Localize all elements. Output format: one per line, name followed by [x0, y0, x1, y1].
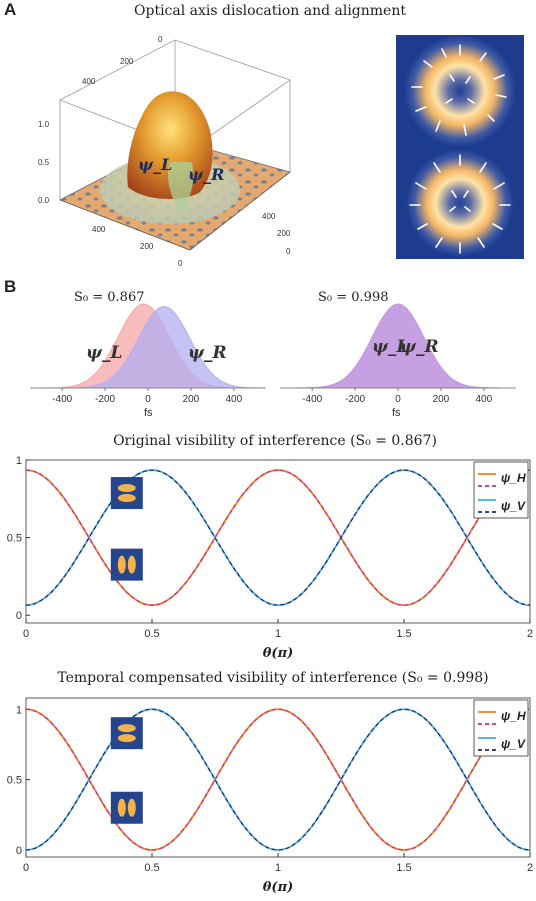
- mode-inset-icon: [110, 717, 143, 750]
- surface-label-right: ψ_R: [188, 165, 224, 184]
- x-tick-label: 0.5: [144, 628, 159, 640]
- front-tick: 200: [140, 242, 154, 251]
- pulse-left-label-R: ψ_R: [188, 343, 227, 363]
- x-tick-label: 1.5: [396, 628, 411, 640]
- legend-box: [473, 461, 529, 519]
- pulse-right-label-L: ψ_L: [372, 337, 408, 357]
- panel-a-3d-plot: 1.0 0.5 0.0 0 200 400 400 200 0 400 200 …: [38, 35, 291, 268]
- pulse-tick-label: 400: [475, 394, 492, 405]
- series-line-0: [25, 708, 531, 851]
- legend-label-v: ψ_V: [501, 737, 526, 751]
- pulse-tick-label: 0: [145, 394, 151, 405]
- y-tick-label: 0: [16, 610, 22, 622]
- pulse-tick-label: -400: [302, 394, 322, 405]
- back-tick: 400: [82, 77, 96, 86]
- mode-inset-icon: [110, 791, 143, 824]
- pulse-tick-label: -400: [52, 394, 72, 405]
- mode-inset-icon: [110, 477, 143, 510]
- legend-box: [473, 699, 529, 757]
- series-line-2: [25, 708, 531, 851]
- pulse-right-xunit: fs: [392, 407, 401, 419]
- y-tick-label: 0: [16, 845, 22, 857]
- plot-frame: [25, 459, 531, 624]
- right-tick: 0: [286, 247, 291, 256]
- y-tick-label: 1: [16, 455, 22, 467]
- pulse-tick-label: 400: [225, 394, 242, 405]
- x-tick-label: 1: [275, 628, 281, 640]
- front-tick: 400: [92, 225, 106, 234]
- panel-b-letter: B: [4, 277, 17, 296]
- right-tick: 400: [262, 212, 276, 221]
- pulse-left-xunit: fs: [144, 407, 153, 419]
- inset-dislocation: dislocation: [396, 35, 524, 147]
- legend-label-h: ψ_H: [501, 709, 526, 723]
- back-tick: 200: [120, 57, 134, 66]
- inset-alignment: alignment: [396, 147, 524, 259]
- pulse-chart-right: -400 -200 0 200 400 ψ_L ψ_R fs: [280, 303, 516, 419]
- x-axis-label: θ(π): [263, 646, 294, 661]
- x-axis-label: θ(π): [263, 880, 294, 895]
- y-tick-label: 0.5: [7, 533, 22, 545]
- z-tick: 0.0: [38, 196, 50, 205]
- x-tick-label: 2: [527, 628, 533, 640]
- chart4-title: Temporal compensated visibility of inter…: [57, 670, 489, 686]
- pulse-tick-label: 200: [433, 394, 450, 405]
- left-s0-label: S₀ = 0.867: [74, 290, 145, 305]
- x-tick-label: 0: [23, 862, 29, 874]
- y-tick-label: 1: [16, 704, 22, 716]
- pulse-right-label-R: ψ_R: [400, 337, 439, 357]
- plot-frame: [25, 697, 531, 858]
- front-tick: 0: [178, 259, 183, 268]
- pulse-tick-label: 0: [395, 394, 401, 405]
- surface-label-left: ψ_L: [138, 155, 172, 174]
- series-line-3: [25, 469, 531, 606]
- top-tick: 0: [158, 35, 163, 44]
- z-tick: 1.0: [38, 120, 50, 129]
- series-line-1: [25, 469, 531, 606]
- right-s0-label: S₀ = 0.998: [318, 290, 389, 305]
- pulse-area-1: [280, 303, 516, 389]
- visibility-chart-original: 0 0.5 1 1.5 2 0 0.5 1 ψ_H ψ_V θ(π): [7, 455, 533, 661]
- inset-stack: dislocation alignment: [396, 35, 524, 259]
- y-tick-label: 0.5: [7, 775, 22, 787]
- chart3-title: Original visibility of interference (S₀ …: [113, 433, 437, 449]
- x-tick-label: 2: [527, 862, 533, 874]
- legend-label-v: ψ_V: [501, 499, 526, 513]
- mode-inset-icon: [110, 548, 143, 581]
- panel-a-title: Optical axis dislocation and alignment: [134, 3, 406, 19]
- x-tick-label: 0.5: [144, 862, 159, 874]
- x-tick-label: 1: [275, 862, 281, 874]
- pulse-left-label-L: ψ_L: [86, 343, 122, 363]
- z-tick: 0.5: [38, 158, 50, 167]
- panel-a-letter: A: [4, 0, 17, 19]
- legend-label-h: ψ_H: [501, 471, 526, 485]
- z-ticks: 1.0 0.5 0.0 0 200 400 400 200 0 400 200 …: [38, 35, 291, 268]
- x-tick-label: 1.5: [396, 862, 411, 874]
- pulse-tick-label: -200: [95, 394, 115, 405]
- pulse-chart-left: -400 -200 0 200 400 ψ_L ψ_R fs: [30, 303, 266, 419]
- visibility-chart-compensated: 0 0.5 1 1.5 2 0 0.5 1 ψ_H ψ_V θ(π): [7, 697, 533, 895]
- x-tick-label: 0: [23, 628, 29, 640]
- pulse-tick-label: 200: [183, 394, 200, 405]
- pulse-tick-label: -200: [345, 394, 365, 405]
- right-tick: 200: [277, 229, 291, 238]
